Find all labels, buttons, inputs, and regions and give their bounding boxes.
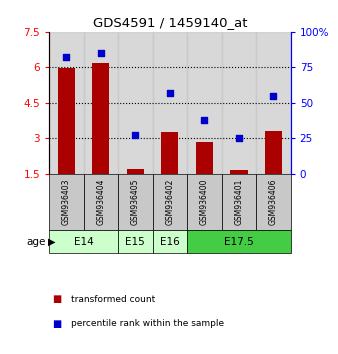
Bar (152, 32, 187, 174)
Text: ■: ■ (52, 319, 62, 329)
Bar (187, 32, 222, 174)
Text: E14: E14 (74, 237, 93, 247)
Bar (118, 230, 152, 253)
Text: E15: E15 (125, 237, 145, 247)
Bar (49, 174, 83, 230)
Bar (152, 230, 187, 253)
Text: GSM936400: GSM936400 (200, 179, 209, 225)
Bar (230, 170, 247, 174)
Text: GSM936406: GSM936406 (269, 179, 278, 225)
Text: percentile rank within the sample: percentile rank within the sample (71, 319, 224, 329)
Point (202, 117, 207, 122)
Bar (83, 32, 118, 174)
Bar (161, 132, 178, 174)
Bar (265, 131, 282, 174)
Text: GSM936403: GSM936403 (62, 179, 71, 225)
Bar (58, 68, 75, 174)
Bar (256, 32, 291, 174)
Text: GSM936405: GSM936405 (131, 179, 140, 225)
Text: age: age (26, 237, 46, 247)
Text: GSM936401: GSM936401 (234, 179, 243, 225)
Text: E16: E16 (160, 237, 180, 247)
Bar (127, 169, 144, 174)
Point (132, 132, 138, 138)
Bar (256, 174, 291, 230)
Point (98, 50, 103, 56)
Point (167, 90, 172, 96)
Text: transformed count: transformed count (71, 295, 155, 304)
Title: GDS4591 / 1459140_at: GDS4591 / 1459140_at (93, 16, 247, 29)
Text: GSM936402: GSM936402 (165, 179, 174, 225)
Bar (49, 32, 83, 174)
Text: GSM936404: GSM936404 (96, 179, 105, 225)
Bar (49, 230, 118, 253)
Bar (196, 142, 213, 174)
Point (64, 55, 69, 60)
Bar (92, 63, 110, 174)
Text: E17.5: E17.5 (224, 237, 254, 247)
Text: ■: ■ (52, 294, 62, 304)
Bar (83, 174, 118, 230)
Bar (187, 174, 222, 230)
Bar (222, 32, 256, 174)
Point (271, 93, 276, 98)
Bar (152, 174, 187, 230)
Bar (222, 174, 256, 230)
Point (236, 135, 242, 141)
Bar (118, 32, 152, 174)
Text: ▶: ▶ (48, 237, 56, 247)
Bar (187, 230, 291, 253)
Bar (118, 174, 152, 230)
